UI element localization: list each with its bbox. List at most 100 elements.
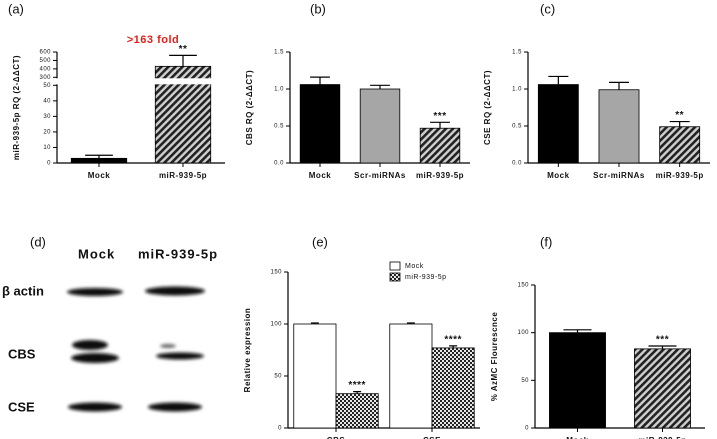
y-tick-label: 500 <box>39 58 51 64</box>
fold-note: >163 fold <box>127 34 180 46</box>
x-tick-label: miR-939-5p <box>159 171 207 180</box>
bar <box>359 88 401 164</box>
x-tick-label: miR-939-5p <box>638 436 686 439</box>
significance: *** <box>656 335 669 346</box>
y-tick-label: 1.5 <box>274 50 284 56</box>
blot-row: CBS <box>8 346 36 361</box>
bar <box>70 157 128 164</box>
y-tick-label: 100 <box>517 330 529 336</box>
y-tick-label: 150 <box>517 283 529 289</box>
bar <box>549 332 606 429</box>
panel-label: (e) <box>312 234 328 249</box>
panel-label: (c) <box>540 1 555 16</box>
x-tick-label: Mock <box>88 171 111 180</box>
bar <box>389 323 433 429</box>
x-tick-label: Scr-miRNAs <box>354 171 406 180</box>
bar <box>299 84 341 164</box>
y-tick-label: 1.0 <box>512 87 522 93</box>
legend-label: Mock <box>405 263 424 270</box>
bar <box>634 348 691 429</box>
y-axis-title: % AzMC Flourescnce <box>490 312 499 402</box>
y-axis-title: CBS RQ (2-ΔΔCT) <box>245 70 254 145</box>
error-bar <box>353 391 362 394</box>
chart-panel: (e) Relative expression 0 50 100 150 CBS CSE ***… <box>243 234 480 439</box>
blot-bands <box>67 286 205 412</box>
y-tick-label: 100 <box>270 322 282 328</box>
error-bar <box>85 154 113 159</box>
bar <box>335 393 379 429</box>
y-tick-label: 0 <box>525 426 529 432</box>
error-bar <box>406 322 415 324</box>
chart-panel: (a) miR-939-5p RQ (2-ΔΔCT) 0 10 20 30 40 50 300 4… <box>8 1 225 180</box>
bar <box>293 323 337 429</box>
x-tick-label: Scr-miRNAs <box>593 171 645 180</box>
legend-swatch <box>389 261 401 271</box>
y-axis-title: Relative expression <box>243 308 252 393</box>
blot-row: CSE <box>8 399 35 414</box>
panel-label: (a) <box>8 1 24 16</box>
bar <box>598 89 640 164</box>
y-tick-label: 0.5 <box>512 124 522 130</box>
y-tick-label: 0 <box>47 161 51 167</box>
blot-column: miR-939-5p <box>138 246 218 261</box>
error-bar <box>430 121 450 129</box>
y-tick-label: 50 <box>521 378 529 384</box>
y-tick-label: 40 <box>43 98 51 104</box>
significance: **** <box>444 334 462 345</box>
error-bar <box>563 329 592 333</box>
y-tick-label: 300 <box>39 75 51 81</box>
y-tick-label: 1.5 <box>512 50 522 56</box>
chart-panel: (b) CBS RQ (2-ΔΔCT) 0.0 0.5 1.0 1.5 Mock Scr-mi… <box>245 1 470 180</box>
y-tick-label: 10 <box>43 145 51 151</box>
error-bar <box>310 76 330 85</box>
error-bar <box>648 345 677 349</box>
y-tick-label: 400 <box>39 66 51 72</box>
y-axis-title: CSE RQ (2-ΔΔCT) <box>483 70 492 145</box>
y-tick-label: 20 <box>43 129 51 135</box>
y-tick-label: 1.0 <box>274 87 284 93</box>
y-axis-title: miR-939-5p RQ (2-ΔΔCT) <box>12 55 21 160</box>
chart-panel: (f) % AzMC Flourescnce 0 50 100 150 Mock miR-93… <box>490 234 705 439</box>
x-tick-label: miR-939-5p <box>656 171 704 180</box>
y-tick-label: 0.0 <box>274 161 284 167</box>
x-tick-label: miR-939-5p <box>416 171 464 180</box>
y-tick-label: 50 <box>274 374 282 380</box>
bar <box>431 347 475 429</box>
bar <box>537 84 579 164</box>
legend-swatch <box>389 272 401 282</box>
error-bar <box>608 81 630 90</box>
y-tick-label: 0.0 <box>512 161 522 167</box>
y-tick-label: 0.5 <box>274 124 284 130</box>
x-tick-label: Mock <box>566 436 589 439</box>
error-bar <box>370 84 390 89</box>
x-tick-label: Mock <box>309 171 332 180</box>
x-tick-label: CBS <box>327 436 346 439</box>
y-tick-label: 150 <box>270 270 282 276</box>
y-tick-label: 0 <box>278 426 282 432</box>
significance: *** <box>433 111 446 122</box>
x-tick-label: Mock <box>547 171 570 180</box>
significance: ** <box>179 44 188 55</box>
error-bar <box>548 75 569 85</box>
y-tick-label: 600 <box>39 50 51 56</box>
significance: **** <box>348 380 366 391</box>
blot-column: Mock <box>78 246 115 261</box>
error-bar <box>669 120 690 127</box>
bar <box>659 126 701 164</box>
bar <box>419 127 461 164</box>
error-bar <box>449 345 458 348</box>
blot-panel: (d) Mock miR-939-5p β actin CBS CSE <box>2 234 218 414</box>
blot-row: β actin <box>2 283 44 298</box>
y-tick-label: 50 <box>43 83 51 89</box>
legend-label: miR-939-5p <box>405 274 447 281</box>
error-bar <box>169 54 197 67</box>
axis-break <box>55 78 223 85</box>
panel-label: (b) <box>310 1 326 16</box>
panel-label: (f) <box>540 234 552 249</box>
panel-label: (d) <box>30 234 46 249</box>
y-tick-label: 30 <box>43 114 51 120</box>
x-tick-label: CSE <box>423 436 441 439</box>
chart-panel: (c) CSE RQ (2-ΔΔCT) 0.0 0.5 1.0 1.5 Mock Scr-mi… <box>483 1 710 180</box>
